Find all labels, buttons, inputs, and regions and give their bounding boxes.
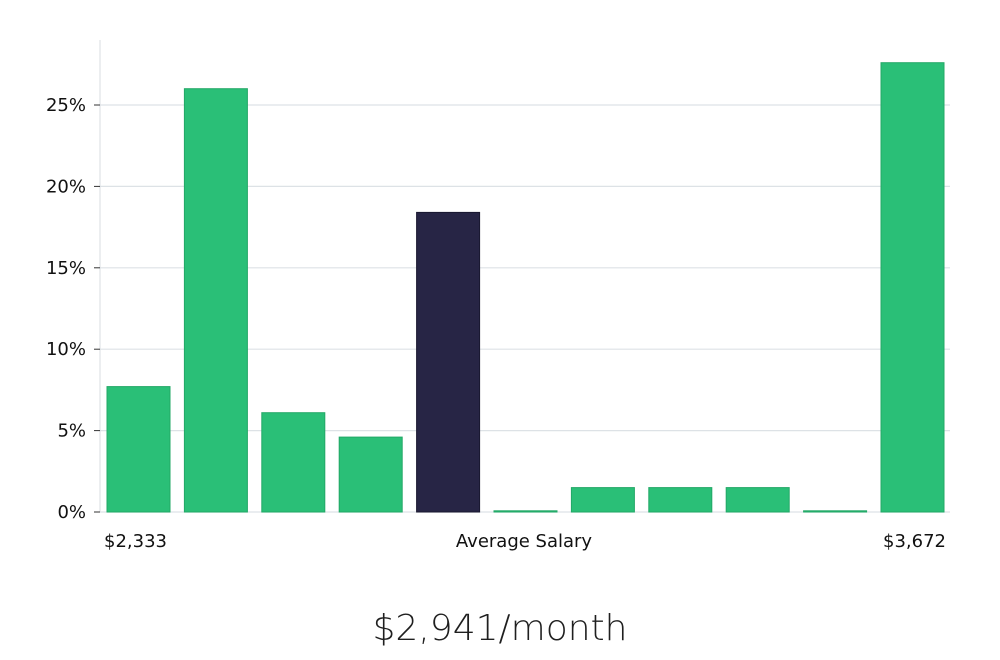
salary-distribution-chart: 0% 5% 10% 15% 20% 25% $2,333 Average Salary $… bbox=[46, 40, 950, 552]
y-tick-label: 25% bbox=[46, 95, 86, 116]
x-label-min-salary: $2,333 bbox=[104, 531, 167, 552]
y-tick-label: 20% bbox=[46, 176, 86, 197]
bar-average-salary bbox=[416, 211, 481, 513]
y-axis-ticks: 0% 5% 10% 15% 20% 25% bbox=[46, 95, 100, 523]
x-label-max-salary: $3,672 bbox=[883, 531, 946, 552]
x-label-average-salary: Average Salary bbox=[456, 531, 593, 552]
bar bbox=[106, 386, 171, 513]
bar bbox=[570, 487, 635, 513]
bar bbox=[493, 510, 558, 513]
bar bbox=[725, 487, 790, 513]
y-tick-label: 5% bbox=[57, 421, 86, 442]
average-salary-value: $2,941/month bbox=[372, 608, 628, 649]
bar bbox=[183, 88, 248, 513]
bar bbox=[648, 487, 713, 513]
bar bbox=[803, 510, 868, 513]
bar bbox=[880, 62, 945, 513]
y-tick-label: 10% bbox=[46, 339, 86, 360]
bars bbox=[106, 62, 945, 513]
y-tick-label: 0% bbox=[57, 502, 86, 523]
y-tick-label: 15% bbox=[46, 258, 86, 279]
bar bbox=[261, 412, 326, 513]
bar bbox=[338, 436, 403, 513]
